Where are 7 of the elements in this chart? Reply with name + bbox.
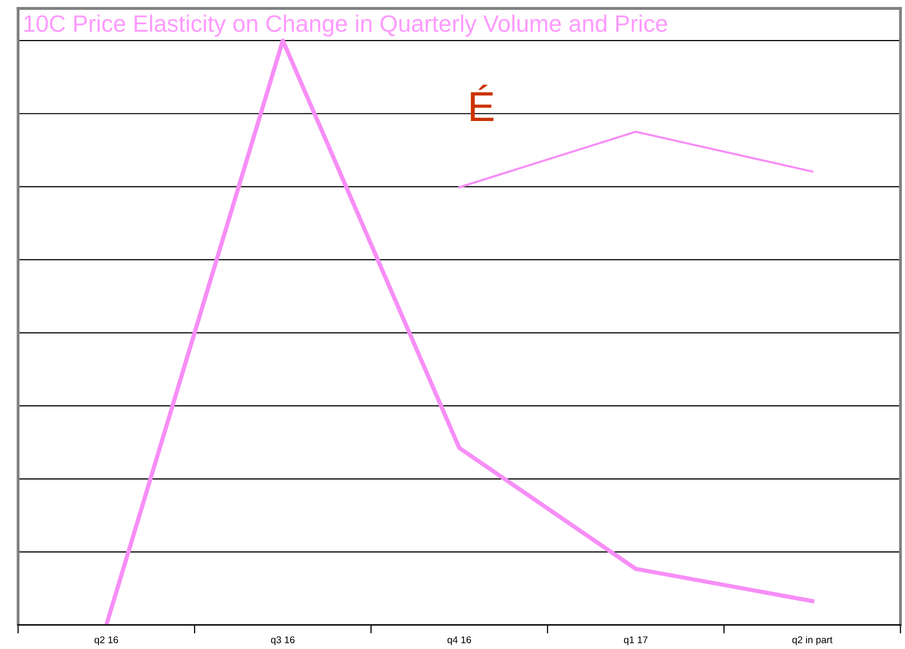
x-tick-label: q2 in part [792, 636, 832, 646]
x-tick-label: q2 16 [94, 636, 118, 646]
x-tick-label: q1 17 [624, 636, 648, 646]
x-tick-label: q3 16 [271, 636, 295, 646]
x-tick-label: q4 16 [448, 636, 472, 646]
chart-title: 10C Price Elasticity on Change in Quarterly Volume and Price [24, 14, 668, 37]
annotation: É [470, 84, 494, 121]
